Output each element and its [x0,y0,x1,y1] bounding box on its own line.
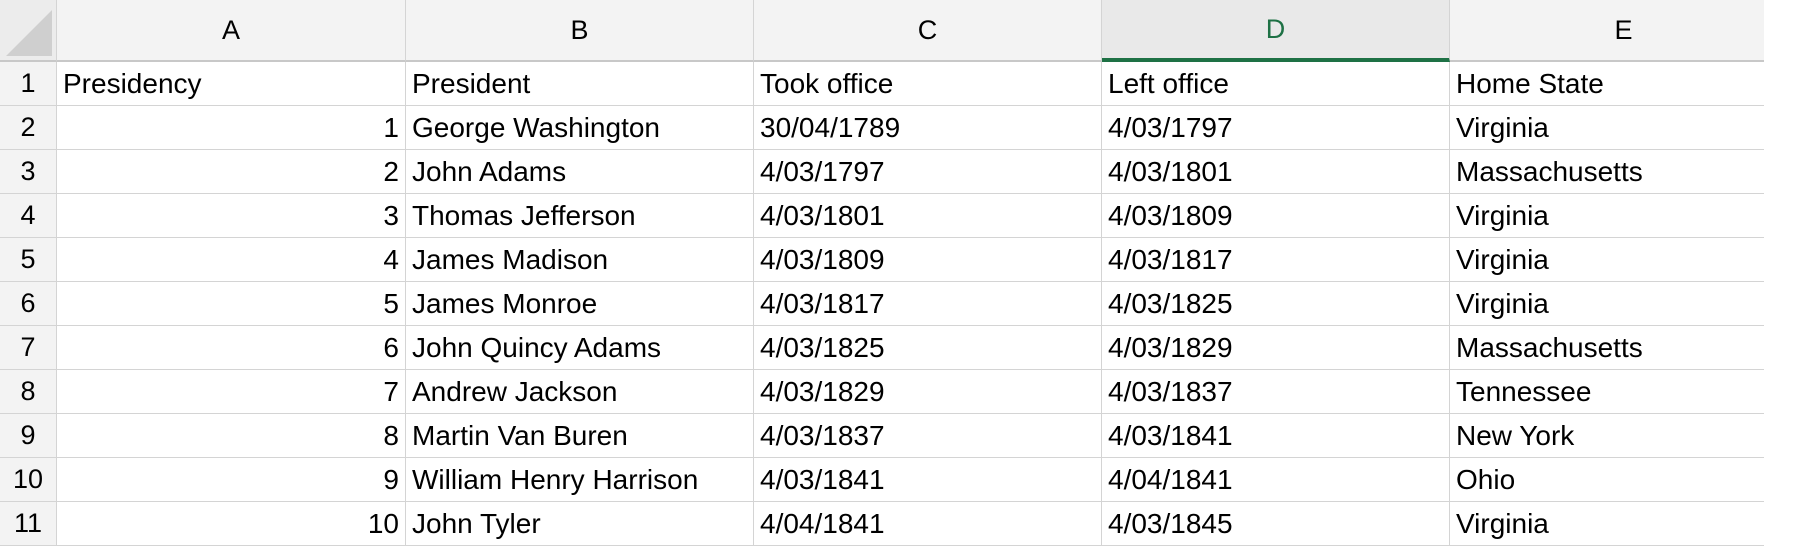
cell-left-office[interactable]: Left office [1102,62,1450,106]
cell-presidency[interactable]: 6 [57,326,406,370]
cell-left-office[interactable]: 4/03/1825 [1102,282,1450,326]
row-header[interactable]: 11 [0,502,57,546]
cell-left-office[interactable]: 4/03/1817 [1102,238,1450,282]
cell-president[interactable]: George Washington [406,106,754,150]
cell-took-office[interactable]: 4/03/1841 [754,458,1102,502]
column-header-c[interactable]: C [754,0,1102,62]
cell-home-state[interactable]: Virginia [1450,238,1798,282]
table-row: 10 9 William Henry Harrison 4/03/1841 4/04/1… [0,458,1798,502]
cell-took-office[interactable]: 4/03/1837 [754,414,1102,458]
window-edge [1764,0,1806,554]
row-header[interactable]: 8 [0,370,57,414]
cell-left-office[interactable]: 4/03/1829 [1102,326,1450,370]
cell-took-office[interactable]: 4/03/1801 [754,194,1102,238]
cell-left-office[interactable]: 4/03/1837 [1102,370,1450,414]
table-row: 11 10 John Tyler 4/04/1841 4/03/1845 Virginia [0,502,1798,546]
row-header[interactable]: 4 [0,194,57,238]
row-header[interactable]: 3 [0,150,57,194]
cell-left-office[interactable]: 4/03/1801 [1102,150,1450,194]
cell-presidency[interactable]: 7 [57,370,406,414]
cell-home-state[interactable]: Virginia [1450,106,1798,150]
cell-took-office[interactable]: 4/03/1797 [754,150,1102,194]
column-header-b[interactable]: B [406,0,754,62]
cell-home-state[interactable]: Home State [1450,62,1798,106]
cell-presidency[interactable]: 4 [57,238,406,282]
cell-left-office[interactable]: 4/03/1797 [1102,106,1450,150]
cell-president[interactable]: Thomas Jefferson [406,194,754,238]
row-header[interactable]: 7 [0,326,57,370]
select-all-corner[interactable] [0,0,57,62]
cell-presidency[interactable]: 1 [57,106,406,150]
cell-home-state[interactable]: Virginia [1450,502,1798,546]
cell-president[interactable]: Andrew Jackson [406,370,754,414]
cell-presidency[interactable]: 10 [57,502,406,546]
column-header-e[interactable]: E [1450,0,1798,62]
cell-took-office[interactable]: 4/03/1825 [754,326,1102,370]
table-row: 9 8 Martin Van Buren 4/03/1837 4/03/1841 New … [0,414,1798,458]
cell-home-state[interactable]: Virginia [1450,194,1798,238]
cell-left-office[interactable]: 4/03/1845 [1102,502,1450,546]
row-header[interactable]: 9 [0,414,57,458]
cell-took-office[interactable]: 4/03/1817 [754,282,1102,326]
cell-president[interactable]: James Monroe [406,282,754,326]
table-row: 7 6 John Quincy Adams 4/03/1825 4/03/1829 Mas… [0,326,1798,370]
row-header[interactable]: 10 [0,458,57,502]
cell-presidency[interactable]: 8 [57,414,406,458]
select-all-triangle-icon [6,10,52,56]
table-row: 8 7 Andrew Jackson 4/03/1829 4/03/1837 Tennes… [0,370,1798,414]
cell-took-office[interactable]: 4/03/1829 [754,370,1102,414]
cell-took-office[interactable]: 4/04/1841 [754,502,1102,546]
cell-president[interactable]: William Henry Harrison [406,458,754,502]
cell-presidency[interactable]: 5 [57,282,406,326]
cell-took-office[interactable]: 4/03/1809 [754,238,1102,282]
cell-president[interactable]: President [406,62,754,106]
header-data-row: 1 Presidency President Took office Left offi… [0,62,1798,106]
cell-left-office[interactable]: 4/03/1841 [1102,414,1450,458]
column-header-row: A B C D E [0,0,1798,62]
cell-president[interactable]: James Madison [406,238,754,282]
cell-presidency[interactable]: 3 [57,194,406,238]
cell-home-state[interactable]: New York [1450,414,1798,458]
row-header[interactable]: 6 [0,282,57,326]
row-header[interactable]: 2 [0,106,57,150]
cell-president[interactable]: John Quincy Adams [406,326,754,370]
table-row: 2 1 George Washington 30/04/1789 4/03/1797 Vi… [0,106,1798,150]
row-header[interactable]: 1 [0,62,57,106]
cell-took-office[interactable]: Took office [754,62,1102,106]
cell-left-office[interactable]: 4/04/1841 [1102,458,1450,502]
cell-took-office[interactable]: 30/04/1789 [754,106,1102,150]
cell-home-state[interactable]: Massachusetts [1450,326,1798,370]
column-header-a[interactable]: A [57,0,406,62]
table-row: 4 3 Thomas Jefferson 4/03/1801 4/03/1809 Virg… [0,194,1798,238]
row-header[interactable]: 5 [0,238,57,282]
table-row: 5 4 James Madison 4/03/1809 4/03/1817 Virgini… [0,238,1798,282]
table-row: 3 2 John Adams 4/03/1797 4/03/1801 Massachuse… [0,150,1798,194]
cell-presidency[interactable]: 2 [57,150,406,194]
column-header-d[interactable]: D [1102,0,1450,62]
cell-presidency[interactable]: Presidency [57,62,406,106]
cell-president[interactable]: John Adams [406,150,754,194]
cell-president[interactable]: John Tyler [406,502,754,546]
cell-home-state[interactable]: Massachusetts [1450,150,1798,194]
cell-home-state[interactable]: Ohio [1450,458,1798,502]
cell-home-state[interactable]: Tennessee [1450,370,1798,414]
cell-president[interactable]: Martin Van Buren [406,414,754,458]
table-row: 6 5 James Monroe 4/03/1817 4/03/1825 Virginia [0,282,1798,326]
cell-home-state[interactable]: Virginia [1450,282,1798,326]
cell-presidency[interactable]: 9 [57,458,406,502]
cell-left-office[interactable]: 4/03/1809 [1102,194,1450,238]
